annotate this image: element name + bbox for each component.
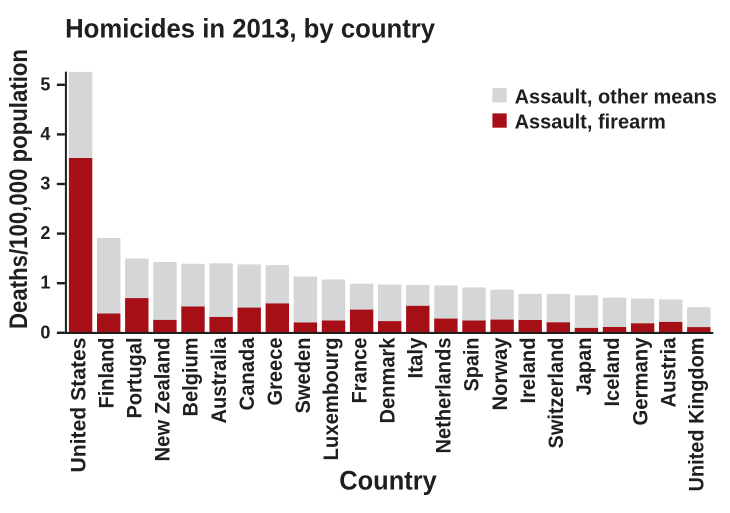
svg-text:New Zealand: New Zealand xyxy=(152,338,175,462)
svg-text:2: 2 xyxy=(40,223,50,243)
svg-text:Ireland: Ireland xyxy=(517,338,540,404)
svg-text:United States: United States xyxy=(67,338,90,473)
svg-text:Italy: Italy xyxy=(405,337,428,378)
svg-text:Deaths/100,000 population: Deaths/100,000 population xyxy=(5,49,33,329)
svg-text:France: France xyxy=(348,338,371,404)
svg-text:Portugal: Portugal xyxy=(124,338,147,419)
svg-text:Country: Country xyxy=(339,466,437,496)
svg-text:Spain: Spain xyxy=(461,338,484,392)
svg-text:1: 1 xyxy=(40,273,50,293)
svg-text:Switzerland: Switzerland xyxy=(545,338,568,449)
svg-text:Assault, firearm: Assault, firearm xyxy=(515,112,666,134)
svg-text:Homicides in 2013, by country: Homicides in 2013, by country xyxy=(65,14,435,44)
svg-text:Denmark: Denmark xyxy=(376,337,399,423)
svg-text:5: 5 xyxy=(40,74,50,94)
svg-text:0: 0 xyxy=(40,322,50,342)
svg-text:United Kingdom: United Kingdom xyxy=(686,338,709,492)
svg-text:Finland: Finland xyxy=(95,338,118,409)
svg-text:Australia: Australia xyxy=(208,337,231,423)
svg-text:Japan: Japan xyxy=(573,338,596,396)
svg-text:Netherlands: Netherlands xyxy=(433,338,456,454)
svg-text:3: 3 xyxy=(40,174,50,194)
svg-text:Luxembourg: Luxembourg xyxy=(320,338,343,461)
svg-text:Austria: Austria xyxy=(657,337,680,407)
svg-text:Germany: Germany xyxy=(629,337,652,425)
svg-text:Norway: Norway xyxy=(489,337,512,410)
svg-text:Greece: Greece xyxy=(264,338,287,406)
svg-text:4: 4 xyxy=(40,124,50,144)
svg-text:Sweden: Sweden xyxy=(292,338,315,414)
svg-text:Iceland: Iceland xyxy=(601,338,624,407)
svg-text:Canada: Canada xyxy=(236,337,259,410)
svg-text:Belgium: Belgium xyxy=(180,338,203,417)
svg-text:Assault, other means: Assault, other means xyxy=(515,86,717,108)
